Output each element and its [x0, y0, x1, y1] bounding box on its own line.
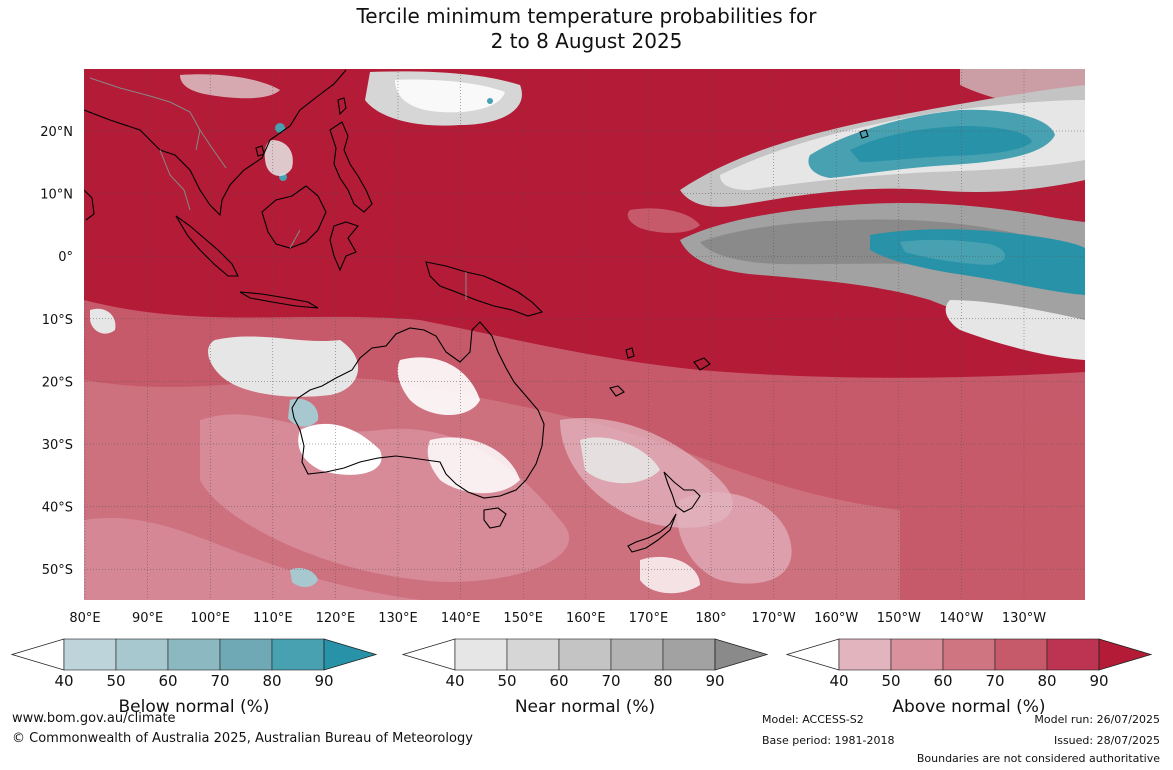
colorbar-segment [1046, 638, 1100, 671]
colorbar-tick-label: 70 [210, 672, 229, 690]
model-run-text: Model run: 26/07/2025 [1034, 713, 1160, 726]
colorbar-segment [838, 638, 892, 671]
colorbar-tick-label: 80 [653, 672, 672, 690]
colorbar-tick-label: 50 [106, 672, 125, 690]
longitude-label: 130°E [378, 611, 418, 626]
colorbar-max-extension [714, 638, 769, 671]
model-text: Model: ACCESS-S2 [762, 713, 864, 726]
colorbar-tick-label: 40 [54, 672, 73, 690]
longitude-label: 160°E [566, 611, 606, 626]
latitude-label: 10°S [42, 313, 73, 328]
longitude-label: 170°W [752, 611, 796, 626]
colorbar-title: Above normal (%) [892, 697, 1045, 717]
colorbar-tick-label: 50 [497, 672, 516, 690]
longitude-labels: 80°E 90°E 100°E 110°E 120°E 130°E 140°E 150°E 16… [69, 611, 1046, 626]
colorbar-tick-label: 60 [933, 672, 952, 690]
new-zealand-north-coastline [663, 471, 701, 513]
colorbar-segment [994, 638, 1048, 671]
colorbar-segment [219, 638, 273, 671]
longitude-label: 180° [695, 611, 726, 626]
latitude-label: 20°N [40, 125, 73, 140]
latitude-label: 10°N [40, 188, 73, 203]
colorbar-segment [506, 638, 560, 671]
colorbar-tick-label: 40 [829, 672, 848, 690]
colorbar-min-extension [785, 638, 840, 671]
philippines-coastline [329, 121, 373, 213]
colorbar-segment [271, 638, 325, 671]
colorbar-segment [890, 638, 944, 671]
graticule [84, 69, 1085, 600]
colorbar-min-extension [401, 638, 456, 671]
colorbar-tick-label: 90 [705, 672, 724, 690]
longitude-label: 150°W [877, 611, 921, 626]
latitude-labels: 20°N 10°N 0° 10°S 20°S 30°S 40°S 50°S [40, 125, 73, 578]
colorbar-tick-label: 70 [985, 672, 1004, 690]
latitude-label: 0° [58, 250, 73, 265]
longitude-label: 150°E [503, 611, 543, 626]
colorbar-tick-label: 80 [1037, 672, 1056, 690]
colorbar-segment [115, 638, 169, 671]
longitude-label: 130°W [1002, 611, 1046, 626]
colorbar-tick-label: 60 [549, 672, 568, 690]
longitude-label: 80°E [69, 611, 100, 626]
colorbar-segment [942, 638, 996, 671]
colorbar-segment [610, 638, 664, 671]
latitude-label: 50°S [42, 563, 73, 578]
longitude-label: 110°E [253, 611, 293, 626]
colorbar-tick-label: 50 [881, 672, 900, 690]
colorbar-min-extension [10, 638, 65, 671]
website-text: www.bom.gov.au/climate [12, 711, 176, 726]
sumatra-coastline [175, 215, 239, 277]
borders [89, 77, 467, 300]
colorbar-tick-label: 90 [314, 672, 333, 690]
colorbar-max-extension [1098, 638, 1153, 671]
longitude-label: 170°E [629, 611, 669, 626]
longitude-label: 120°E [316, 611, 356, 626]
longitude-label: 140°E [441, 611, 481, 626]
colorbar-tick-label: 80 [262, 672, 281, 690]
colorbar-segment [662, 638, 716, 671]
latitude-label: 20°S [42, 375, 73, 390]
new-zealand-south-coastline [627, 513, 677, 553]
colorbar-tick-label: 40 [445, 672, 464, 690]
copyright-text: © Commonwealth of Australia 2025, Austra… [12, 731, 473, 746]
new-guinea-coastline [425, 261, 544, 317]
probability-field [84, 69, 1085, 600]
colorbar-tick-label: 70 [601, 672, 620, 690]
colorbar-segment [454, 638, 508, 671]
colorbar-max-extension [323, 638, 378, 671]
colorbar-tick-label: 90 [1089, 672, 1108, 690]
colorbar-segment [558, 638, 612, 671]
latitude-label: 30°S [42, 438, 73, 453]
colorbar-segment [167, 638, 221, 671]
sulawesi-coastline [329, 221, 359, 272]
borneo-coastline [261, 185, 327, 249]
tasmania-coastline [483, 507, 507, 529]
longitude-label: 90°E [132, 611, 163, 626]
near-normal-colorbar: 40 50 60 70 80 90 Near normal (%) [401, 638, 769, 717]
latitude-label: 40°S [42, 501, 73, 516]
longitude-label: 140°W [939, 611, 983, 626]
longitude-label: 100°E [190, 611, 230, 626]
map-title: Tercile minimum temperature probabilitie… [356, 4, 817, 53]
colorbar-title: Below normal (%) [119, 697, 270, 717]
australia-coastline [291, 321, 545, 499]
below-normal-colorbar: 40 50 60 70 80 90 Below normal (%) [10, 638, 378, 717]
legends: 40 50 60 70 80 90 Below normal (%) 40 50 60 70 80 90… [10, 638, 1153, 717]
disclaimer-text: Boundaries are not considered authoritat… [916, 752, 1160, 765]
base-period-text: Base period: 1981-2018 [762, 734, 895, 747]
longitude-label: 160°W [814, 611, 858, 626]
colorbar-tick-label: 60 [158, 672, 177, 690]
colorbar-title: Near normal (%) [515, 697, 655, 717]
colorbar-segment [63, 638, 117, 671]
java-coastline [239, 291, 319, 309]
above-normal-colorbar: 40 50 60 70 80 90 Above normal (%) [785, 638, 1153, 717]
issued-text: Issued: 28/07/2025 [1053, 734, 1160, 747]
